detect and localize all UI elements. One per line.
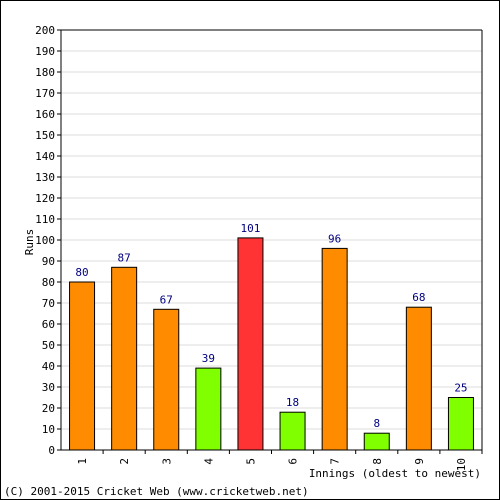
x-tick-label: 4 xyxy=(202,458,215,465)
x-tick-label: 9 xyxy=(413,458,426,465)
y-tick-label: 40 xyxy=(42,360,55,373)
bar xyxy=(237,237,264,451)
y-tick-label: 110 xyxy=(35,213,55,226)
bar-value-label: 68 xyxy=(412,291,425,304)
x-tick-label: 6 xyxy=(287,458,300,465)
x-axis-ticks: 1 2 3 4 5 6 7 8 9 10 xyxy=(76,450,483,471)
bar-value-label: 8 xyxy=(373,417,380,430)
y-tick-label: 200 xyxy=(35,24,55,37)
x-tick-label: 8 xyxy=(371,458,384,465)
y-axis-ticks: 0 10 20 30 40 50 60 70 80 90 100 110 120 130 140 150 160… xyxy=(35,24,61,457)
y-axis-label: Runs xyxy=(23,229,36,256)
bar xyxy=(363,432,390,451)
y-tick-label: 130 xyxy=(35,171,55,184)
x-tick-label: 2 xyxy=(118,458,131,465)
y-tick-label: 70 xyxy=(42,297,55,310)
bar-value-label: 25 xyxy=(454,382,467,395)
bar xyxy=(195,367,222,451)
y-tick-label: 170 xyxy=(35,87,55,100)
bar xyxy=(69,281,96,451)
bar xyxy=(405,306,432,451)
bar-value-label: 80 xyxy=(75,266,88,279)
bar xyxy=(111,266,138,451)
y-tick-label: 80 xyxy=(42,276,55,289)
bar-value-label: 39 xyxy=(202,352,215,365)
bar-value-label: 18 xyxy=(286,396,299,409)
y-tick-label: 60 xyxy=(42,318,55,331)
x-axis-label: Innings (oldest to newest) xyxy=(309,467,481,480)
y-tick-label: 150 xyxy=(35,129,55,142)
bar-value-label: 67 xyxy=(160,293,173,306)
y-tick-label: 140 xyxy=(35,150,55,163)
y-tick-label: 160 xyxy=(35,108,55,121)
y-tick-label: 50 xyxy=(42,339,55,352)
y-tick-label: 30 xyxy=(42,381,55,394)
bar-value-label: 101 xyxy=(241,222,261,235)
x-tick-label: 10 xyxy=(455,458,468,471)
y-tick-label: 100 xyxy=(35,234,55,247)
x-tick-label: 7 xyxy=(329,458,342,465)
bar-value-label: 87 xyxy=(118,251,131,264)
y-tick-label: 190 xyxy=(35,45,55,58)
bar xyxy=(321,247,348,451)
y-tick-label: 0 xyxy=(48,444,55,457)
copyright-footer: (C) 2001-2015 Cricket Web (www.cricketwe… xyxy=(4,485,309,498)
y-tick-label: 90 xyxy=(42,255,55,268)
x-tick-label: 1 xyxy=(76,458,89,465)
y-tick-label: 20 xyxy=(42,402,55,415)
x-tick-label: 5 xyxy=(244,458,257,465)
bar xyxy=(279,411,306,451)
bar-value-label: 96 xyxy=(328,232,341,245)
bar xyxy=(447,397,474,451)
y-tick-label: 120 xyxy=(35,192,55,205)
x-tick-label: 3 xyxy=(160,458,173,465)
bar xyxy=(153,308,180,451)
y-tick-label: 180 xyxy=(35,66,55,79)
y-tick-label: 10 xyxy=(42,423,55,436)
